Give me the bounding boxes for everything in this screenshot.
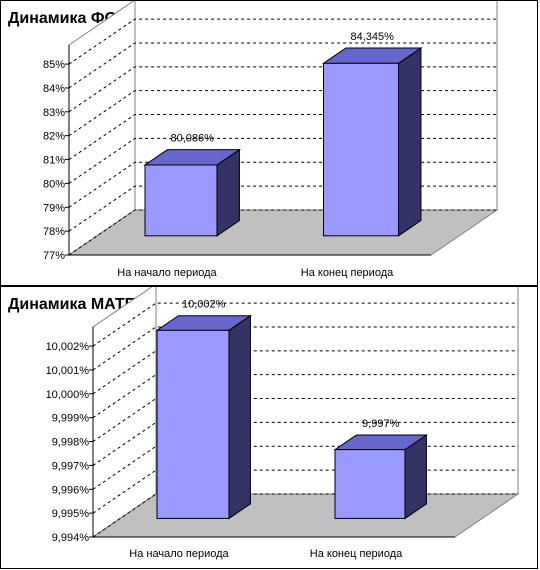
y-tick-label: 85% [43,59,65,71]
chart-plot: 9,994% 9,995% 9,996% 9,997% 9,998% 9,999% 10,0… [46,287,520,560]
gridline [92,350,518,395]
y-tick-label: 9,995% [52,508,90,520]
gridline [68,18,497,65]
gridline [92,398,518,442]
gridline [68,114,497,160]
gridline [68,137,497,184]
gridline [92,493,518,538]
chart-floor [67,209,499,256]
gridline [68,66,497,113]
y-tick-label: 10,002% [46,341,90,353]
gridline [92,445,518,490]
data-label: 80,086% [171,133,215,145]
gridline [68,161,497,208]
y-tick-label: 10,001% [46,365,90,377]
y-tick-label: 9,996% [52,484,90,496]
y-tick-label: 83% [43,107,65,119]
data-label: 84,345% [351,31,395,43]
bar [321,47,423,237]
y-tick-label: 9,994% [52,532,90,544]
chart-panel-fondootdacha: Динамика ФОНДООТДАЧИ за отчетный период … [0,0,538,286]
x-category-label: На начало периода [117,267,217,279]
data-label: 9,997% [362,418,400,430]
y-tick-label: 80% [43,178,65,190]
y-tick-label: 82% [43,131,65,143]
y-tick-label: 79% [43,202,65,214]
data-label: 10,002% [182,299,226,311]
bar [143,148,242,237]
bar [333,434,429,520]
y-tick-label: 9,997% [52,460,90,472]
bar-side [398,47,422,237]
bar [155,314,253,520]
chart-panel-materialoemkost: Динамика МАТЕРИАЛОЕМКОСТИ за отч. период… [0,286,538,569]
bar-side [228,314,251,520]
y-tick-label: 9,999% [52,413,90,425]
gridline [92,469,518,514]
gridline [68,209,497,256]
gridline [92,374,518,419]
bar-front [334,449,406,519]
x-category-label: На конец периода [301,267,394,279]
y-tick-label: 84% [43,83,65,95]
gridline [68,185,497,232]
gridline [68,90,497,137]
y-tick-label: 9,998% [52,437,90,449]
gridline [92,421,518,466]
bar-front [156,329,230,519]
bar-front [323,62,399,237]
gridline [92,326,518,371]
x-category-label: На конец периода [310,548,403,560]
gridline [92,302,518,347]
y-tick-label: 10,000% [46,389,90,401]
y-tick-label: 81% [43,155,65,167]
gridline [68,42,497,89]
y-tick-label: 77% [43,250,65,262]
bar-front [144,164,218,237]
x-category-label: На начало периода [129,548,229,560]
chart-plot: 77% 78% 79% 80% 81% 82% 83% 84% 85% 80,086% На нач… [43,1,499,279]
y-tick-label: 78% [43,226,65,238]
